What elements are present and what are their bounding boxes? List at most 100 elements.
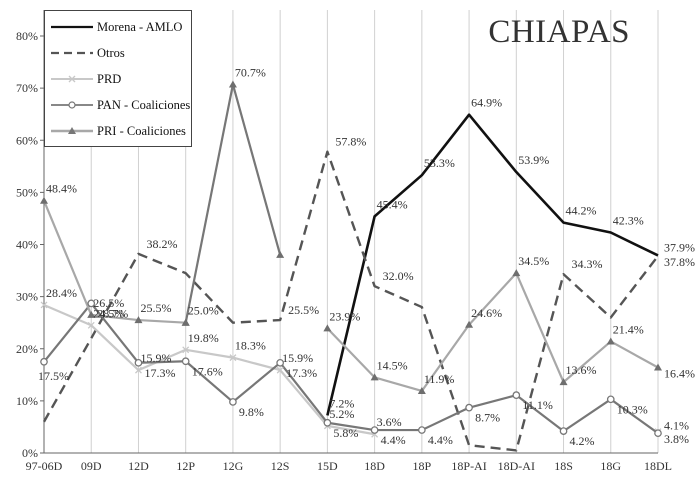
data-label: 10.3%	[617, 402, 648, 416]
data-label: 17.3%	[144, 366, 175, 380]
data-point	[417, 386, 426, 394]
data-point	[323, 324, 332, 332]
data-label: 11.9%	[424, 372, 455, 386]
y-tick-label: 70%	[16, 81, 38, 95]
x-tick-label: 18P	[413, 459, 432, 473]
x-tick-label: 18DL	[644, 459, 672, 473]
data-label: 23.9%	[329, 309, 360, 323]
series-lines	[40, 80, 662, 452]
data-label: 19.8%	[188, 331, 219, 345]
x-tick-label: 12G	[223, 459, 244, 473]
data-label: 70.7%	[235, 65, 266, 79]
data-point	[559, 427, 568, 435]
y-tick-label: 10%	[16, 394, 38, 408]
data-point	[606, 395, 615, 404]
data-point	[417, 426, 426, 434]
data-label: 4.4%	[428, 433, 453, 447]
data-label: 16.4%	[664, 367, 695, 381]
data-label: 24.5%	[93, 306, 124, 320]
data-label: 26.5%	[93, 296, 124, 310]
data-label: 13.6%	[566, 363, 597, 377]
series-line	[42, 150, 659, 452]
data-label: 18.3%	[235, 339, 266, 353]
data-labels: 7.2%45.4%53.3%64.9%53.9%44.2%42.3%37.9%3…	[38, 65, 695, 448]
data-label: 57.8%	[335, 135, 366, 149]
data-point	[135, 366, 142, 374]
data-label: 17.3%	[286, 366, 317, 380]
x-tick-label: 18S	[554, 459, 573, 473]
data-label: 11.1%	[522, 398, 553, 412]
data-point	[181, 318, 190, 326]
data-label: 17.6%	[192, 364, 223, 378]
data-label: 25.5%	[288, 303, 319, 317]
legend-swatch-morena	[51, 25, 93, 29]
y-tick-label: 60%	[16, 133, 38, 147]
data-point	[229, 398, 237, 406]
legend-label: PRD	[97, 72, 122, 86]
y-tick-label: 0%	[22, 446, 38, 460]
data-label: 64.9%	[471, 96, 502, 110]
data-point	[182, 346, 190, 354]
legend-item-pan: PAN - Coaliciones	[45, 95, 191, 115]
data-label: 5.8%	[333, 426, 358, 440]
x-tick-label: 97-06D	[26, 459, 63, 473]
data-point	[40, 357, 48, 366]
data-label: 32.0%	[383, 269, 414, 283]
data-point	[370, 373, 379, 381]
axes: 0% 10% 20% 30% 40% 50% 60% 70% 80% 97-06D 09D 12D 12…	[16, 10, 672, 473]
data-point	[276, 366, 284, 374]
x-tick-label: 12D	[128, 459, 149, 473]
series-line	[326, 113, 659, 416]
data-label: 42.3%	[613, 214, 644, 228]
data-label: 34.3%	[572, 257, 603, 271]
data-point	[134, 358, 143, 367]
x-tick-label: 18P-AI	[451, 459, 486, 473]
data-point	[323, 418, 332, 427]
legend-item-otros: Otros	[45, 43, 191, 63]
chart-title: CHIAPAS	[488, 14, 630, 50]
data-label: 25.5%	[140, 301, 171, 315]
data-point	[370, 426, 379, 434]
data-label: 21.4%	[613, 322, 644, 336]
data-point	[465, 403, 473, 412]
data-label: 17.5%	[38, 369, 69, 383]
series-line	[43, 302, 659, 435]
data-point	[181, 357, 190, 366]
data-label: 38.2%	[146, 237, 177, 251]
data-point	[87, 299, 96, 308]
data-label: 48.4%	[46, 182, 77, 196]
x-tick-label: 09D	[81, 459, 102, 473]
series-line	[42, 200, 186, 324]
data-point	[276, 250, 285, 258]
data-label: 4.4%	[381, 433, 406, 447]
x-tick-label: 18D	[364, 459, 385, 473]
y-tick-label: 80%	[16, 29, 38, 43]
series-line	[43, 303, 375, 436]
y-tick-label: 20%	[16, 342, 38, 356]
legend-label: PRI - Coaliciones	[97, 124, 186, 138]
data-label: 9.8%	[239, 405, 264, 419]
legend-label: Otros	[97, 46, 125, 60]
data-label: 4.2%	[570, 434, 595, 448]
data-label: 3.8%	[664, 432, 689, 446]
data-label: 37.8%	[664, 255, 695, 269]
data-label: 37.9%	[664, 240, 695, 254]
x-tick-label: 18D-AI	[498, 459, 535, 473]
data-point	[276, 358, 285, 367]
x-tick-label: 12P	[176, 459, 195, 473]
data-point	[559, 378, 568, 386]
legend-item-morena: Morena - AMLO	[45, 17, 191, 37]
y-tick-label: 30%	[16, 290, 38, 304]
legend-label: PAN - Coaliciones	[97, 98, 191, 112]
data-point	[654, 429, 662, 438]
y-tick-label: 40%	[16, 238, 38, 252]
data-label: 24.6%	[471, 306, 502, 320]
x-tick-label: 18G	[600, 459, 621, 473]
y-tick-label: 50%	[16, 185, 38, 199]
legend: Morena - AMLO Otros PRD PAN - Coalicione…	[44, 10, 192, 147]
legend-item-prd: PRD	[45, 69, 191, 89]
data-point	[40, 301, 48, 309]
data-point	[228, 80, 237, 88]
